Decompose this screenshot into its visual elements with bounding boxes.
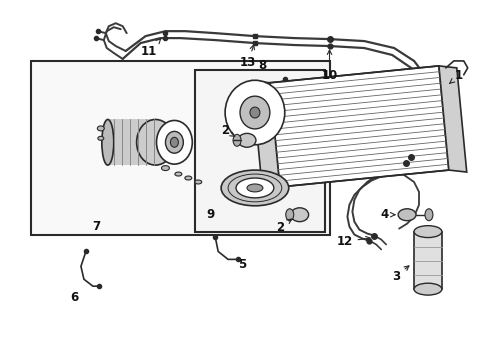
Polygon shape [270,66,449,187]
Text: 12: 12 [336,235,370,248]
Ellipse shape [221,170,289,206]
Text: 13: 13 [240,45,256,69]
Ellipse shape [98,136,104,140]
Text: 1: 1 [450,69,463,84]
Text: 9: 9 [206,208,214,221]
Text: 5: 5 [238,258,246,271]
Ellipse shape [171,137,178,147]
Ellipse shape [236,178,274,198]
Bar [414,231,442,289]
Text: 11: 11 [141,39,161,58]
Bar [31,61,329,235]
Ellipse shape [102,120,114,165]
Text: 4: 4 [380,208,395,221]
Ellipse shape [414,226,442,238]
Ellipse shape [414,283,442,295]
Text: 2: 2 [276,219,292,234]
Ellipse shape [240,96,270,129]
Ellipse shape [195,180,202,184]
Ellipse shape [98,126,104,131]
Ellipse shape [156,121,192,164]
Ellipse shape [166,131,183,153]
Ellipse shape [398,209,416,221]
Text: 2: 2 [221,124,235,137]
Polygon shape [252,81,280,187]
Ellipse shape [137,120,174,165]
Text: 8: 8 [258,59,266,72]
Polygon shape [439,66,467,172]
Text: 3: 3 [392,266,409,283]
Ellipse shape [233,134,241,146]
Ellipse shape [185,176,192,180]
Ellipse shape [162,166,170,171]
Text: 10: 10 [321,50,338,82]
Ellipse shape [225,80,285,145]
Ellipse shape [247,184,263,192]
Ellipse shape [286,209,294,221]
Text: 6: 6 [70,291,78,303]
Bar [196,70,324,231]
Ellipse shape [175,172,182,176]
Text: 7: 7 [92,220,100,233]
Ellipse shape [250,107,260,118]
Ellipse shape [425,209,433,221]
Bar [108,120,155,165]
Ellipse shape [238,133,256,147]
Ellipse shape [291,208,309,222]
